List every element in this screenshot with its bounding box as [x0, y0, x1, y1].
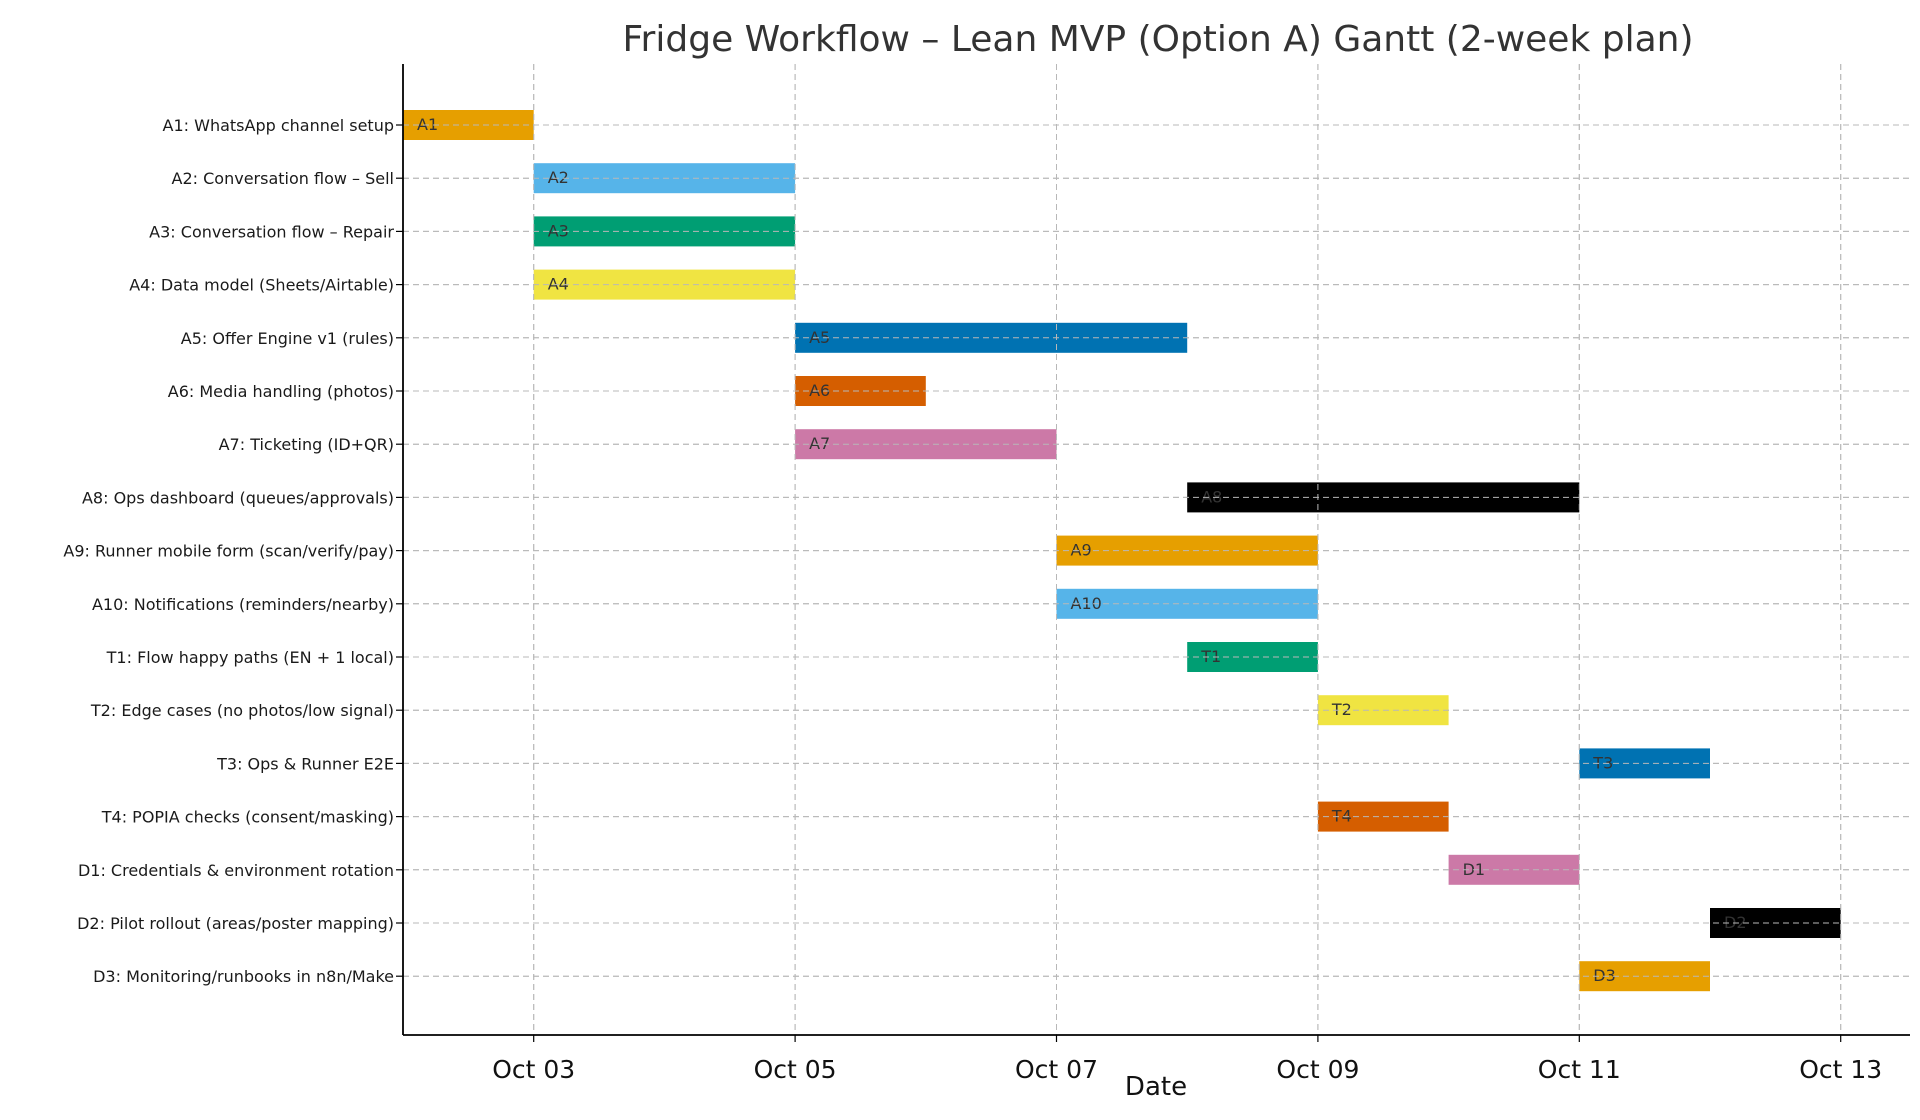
task-label: A7: Ticketing (ID+QR) — [219, 435, 394, 454]
task-label: D2: Pilot rollout (areas/poster mapping) — [77, 914, 394, 933]
task-label: T4: POPIA checks (consent/masking) — [101, 808, 394, 827]
task-label: A8: Ops dashboard (queues/approvals) — [82, 488, 394, 507]
task-label: D1: Credentials & environment rotation — [78, 861, 394, 880]
x-tick-label: Oct 07 — [1015, 1055, 1098, 1084]
task-label: D3: Monitoring/runbooks in n8n/Make — [93, 967, 394, 986]
task-bar-label: A6 — [809, 381, 830, 400]
chart-title: Fridge Workflow – Lean MVP (Option A) Ga… — [622, 19, 1693, 60]
x-tick-label: Oct 13 — [1799, 1055, 1882, 1084]
task-bar-label: T2 — [1331, 700, 1352, 719]
task-label: T2: Edge cases (no photos/low signal) — [90, 701, 394, 720]
task-labels: A1: WhatsApp channel setup A2: Conversati… — [63, 116, 394, 986]
x-tick-labels: Oct 03 Oct 05 Oct 07 Oct 09 Oct 11 Oct 13 — [492, 1055, 1882, 1084]
task-bar-label: T3 — [1592, 753, 1613, 772]
task-bar-label: T4 — [1331, 807, 1352, 826]
task-bar-label: T1 — [1200, 647, 1221, 666]
task-label: A6: Media handling (photos) — [168, 382, 394, 401]
task-label: A1: WhatsApp channel setup — [163, 116, 394, 135]
task-bar-a5 — [795, 322, 1188, 353]
task-bar-label: A8 — [1201, 487, 1222, 506]
x-tick-label: Oct 05 — [754, 1055, 837, 1084]
task-bar-label: A5 — [809, 328, 830, 347]
task-label: A2: Conversation flow – Sell — [172, 169, 394, 188]
x-axis-title: Date — [1125, 1072, 1187, 1102]
task-label: A9: Runner mobile form (scan/verify/pay) — [63, 542, 394, 561]
task-bar-label: A9 — [1071, 541, 1092, 560]
x-tick-label: Oct 11 — [1538, 1055, 1621, 1084]
grid-overlay — [403, 64, 1910, 1035]
task-label: A10: Notifications (reminders/nearby) — [92, 595, 394, 614]
task-label: T1: Flow happy paths (EN + 1 local) — [106, 648, 394, 667]
task-bar-label: A7 — [809, 434, 830, 453]
axes — [396, 64, 1910, 1042]
x-tick-label: Oct 03 — [492, 1055, 575, 1084]
task-label: A5: Offer Engine v1 (rules) — [181, 329, 394, 348]
task-label: A4: Data model (Sheets/Airtable) — [129, 276, 394, 295]
task-label: A3: Conversation flow – Repair — [149, 222, 394, 241]
task-label: T3: Ops & Runner E2E — [216, 754, 394, 773]
x-tick-label: Oct 09 — [1276, 1055, 1359, 1084]
